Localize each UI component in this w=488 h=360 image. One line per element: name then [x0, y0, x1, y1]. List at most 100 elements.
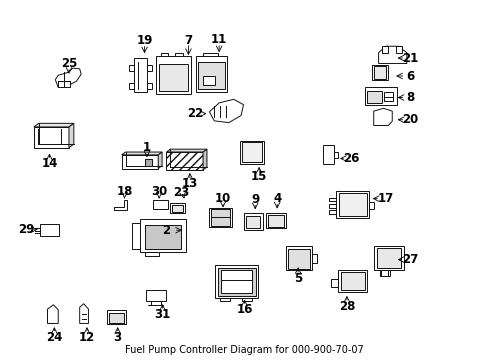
Text: 20: 20 [401, 113, 418, 126]
Text: 4: 4 [272, 192, 281, 205]
Bar [268, 215, 284, 227]
Text: 8: 8 [406, 91, 413, 104]
Bar [58, 81, 70, 87]
Text: 1: 1 [142, 141, 151, 154]
Bar [217, 268, 255, 296]
Bar [371, 65, 387, 80]
Bar [156, 56, 190, 94]
Bar [208, 208, 232, 227]
Polygon shape [34, 123, 74, 127]
Text: 10: 10 [215, 192, 231, 205]
Text: 5: 5 [293, 272, 302, 285]
Text: 24: 24 [46, 330, 62, 343]
Bar [170, 203, 184, 213]
Bar [122, 155, 158, 168]
Bar [198, 62, 224, 89]
Bar [195, 56, 227, 92]
Bar [383, 92, 392, 101]
Bar [328, 211, 335, 214]
Polygon shape [166, 149, 206, 152]
Bar [366, 91, 381, 103]
Polygon shape [209, 99, 243, 123]
Bar [107, 310, 126, 324]
Text: 27: 27 [401, 253, 418, 266]
Text: 18: 18 [116, 185, 132, 198]
Bar [175, 53, 182, 56]
Bar [129, 83, 134, 89]
Text: 2: 2 [162, 224, 170, 237]
Bar [333, 152, 337, 158]
Bar [140, 220, 185, 252]
Bar [215, 265, 258, 298]
Bar [147, 83, 152, 89]
Bar [145, 159, 152, 166]
Text: 23: 23 [173, 186, 189, 199]
Bar [153, 201, 168, 210]
Bar [373, 66, 386, 79]
Bar [129, 65, 134, 71]
Polygon shape [114, 200, 127, 211]
Text: 21: 21 [401, 51, 418, 64]
Bar [335, 191, 368, 218]
Bar [330, 279, 337, 287]
Bar [311, 254, 316, 263]
Bar [144, 252, 159, 256]
Bar [246, 216, 260, 228]
Bar [160, 53, 167, 56]
Polygon shape [158, 152, 162, 168]
Bar [221, 270, 252, 293]
Bar [40, 224, 59, 235]
Polygon shape [69, 123, 74, 148]
Bar [340, 272, 364, 290]
Polygon shape [80, 304, 88, 323]
Text: Fuel Pump Controller Diagram for 000-900-70-07: Fuel Pump Controller Diagram for 000-900… [125, 345, 363, 355]
Bar [166, 152, 203, 170]
Bar [146, 290, 166, 301]
Bar [134, 58, 147, 92]
Polygon shape [55, 68, 81, 87]
Bar [147, 65, 152, 71]
Bar [328, 198, 335, 201]
Bar [220, 298, 229, 301]
Polygon shape [373, 108, 391, 126]
Bar [376, 248, 400, 268]
Bar [242, 142, 261, 162]
Text: 30: 30 [151, 185, 167, 198]
Text: 12: 12 [79, 330, 95, 343]
Polygon shape [203, 149, 206, 170]
Text: 13: 13 [182, 177, 198, 190]
Bar [395, 46, 401, 53]
Bar [239, 140, 264, 164]
Bar [288, 249, 309, 269]
Bar [244, 213, 263, 230]
Bar [34, 127, 69, 148]
Bar [286, 246, 311, 270]
Text: 22: 22 [187, 107, 203, 120]
Bar [132, 223, 140, 249]
Text: 6: 6 [406, 69, 413, 82]
Bar [323, 145, 333, 164]
Bar [158, 64, 187, 91]
Text: 9: 9 [251, 193, 259, 206]
Text: 17: 17 [377, 192, 393, 205]
Bar [328, 204, 335, 208]
Bar [379, 270, 389, 276]
Text: 7: 7 [184, 33, 192, 47]
Text: 16: 16 [236, 303, 252, 316]
Text: 25: 25 [61, 57, 77, 70]
Text: 31: 31 [154, 308, 170, 321]
Bar [171, 205, 182, 212]
Bar [338, 193, 366, 216]
Text: 19: 19 [136, 33, 152, 47]
Bar [144, 225, 181, 249]
Bar [365, 87, 396, 105]
Polygon shape [122, 152, 162, 155]
Text: 15: 15 [250, 170, 267, 183]
Bar [242, 298, 251, 301]
Text: 28: 28 [338, 300, 354, 313]
Bar [109, 313, 123, 323]
Bar [266, 213, 285, 228]
Bar [368, 202, 373, 209]
Text: 3: 3 [113, 330, 122, 343]
Bar [337, 270, 366, 292]
